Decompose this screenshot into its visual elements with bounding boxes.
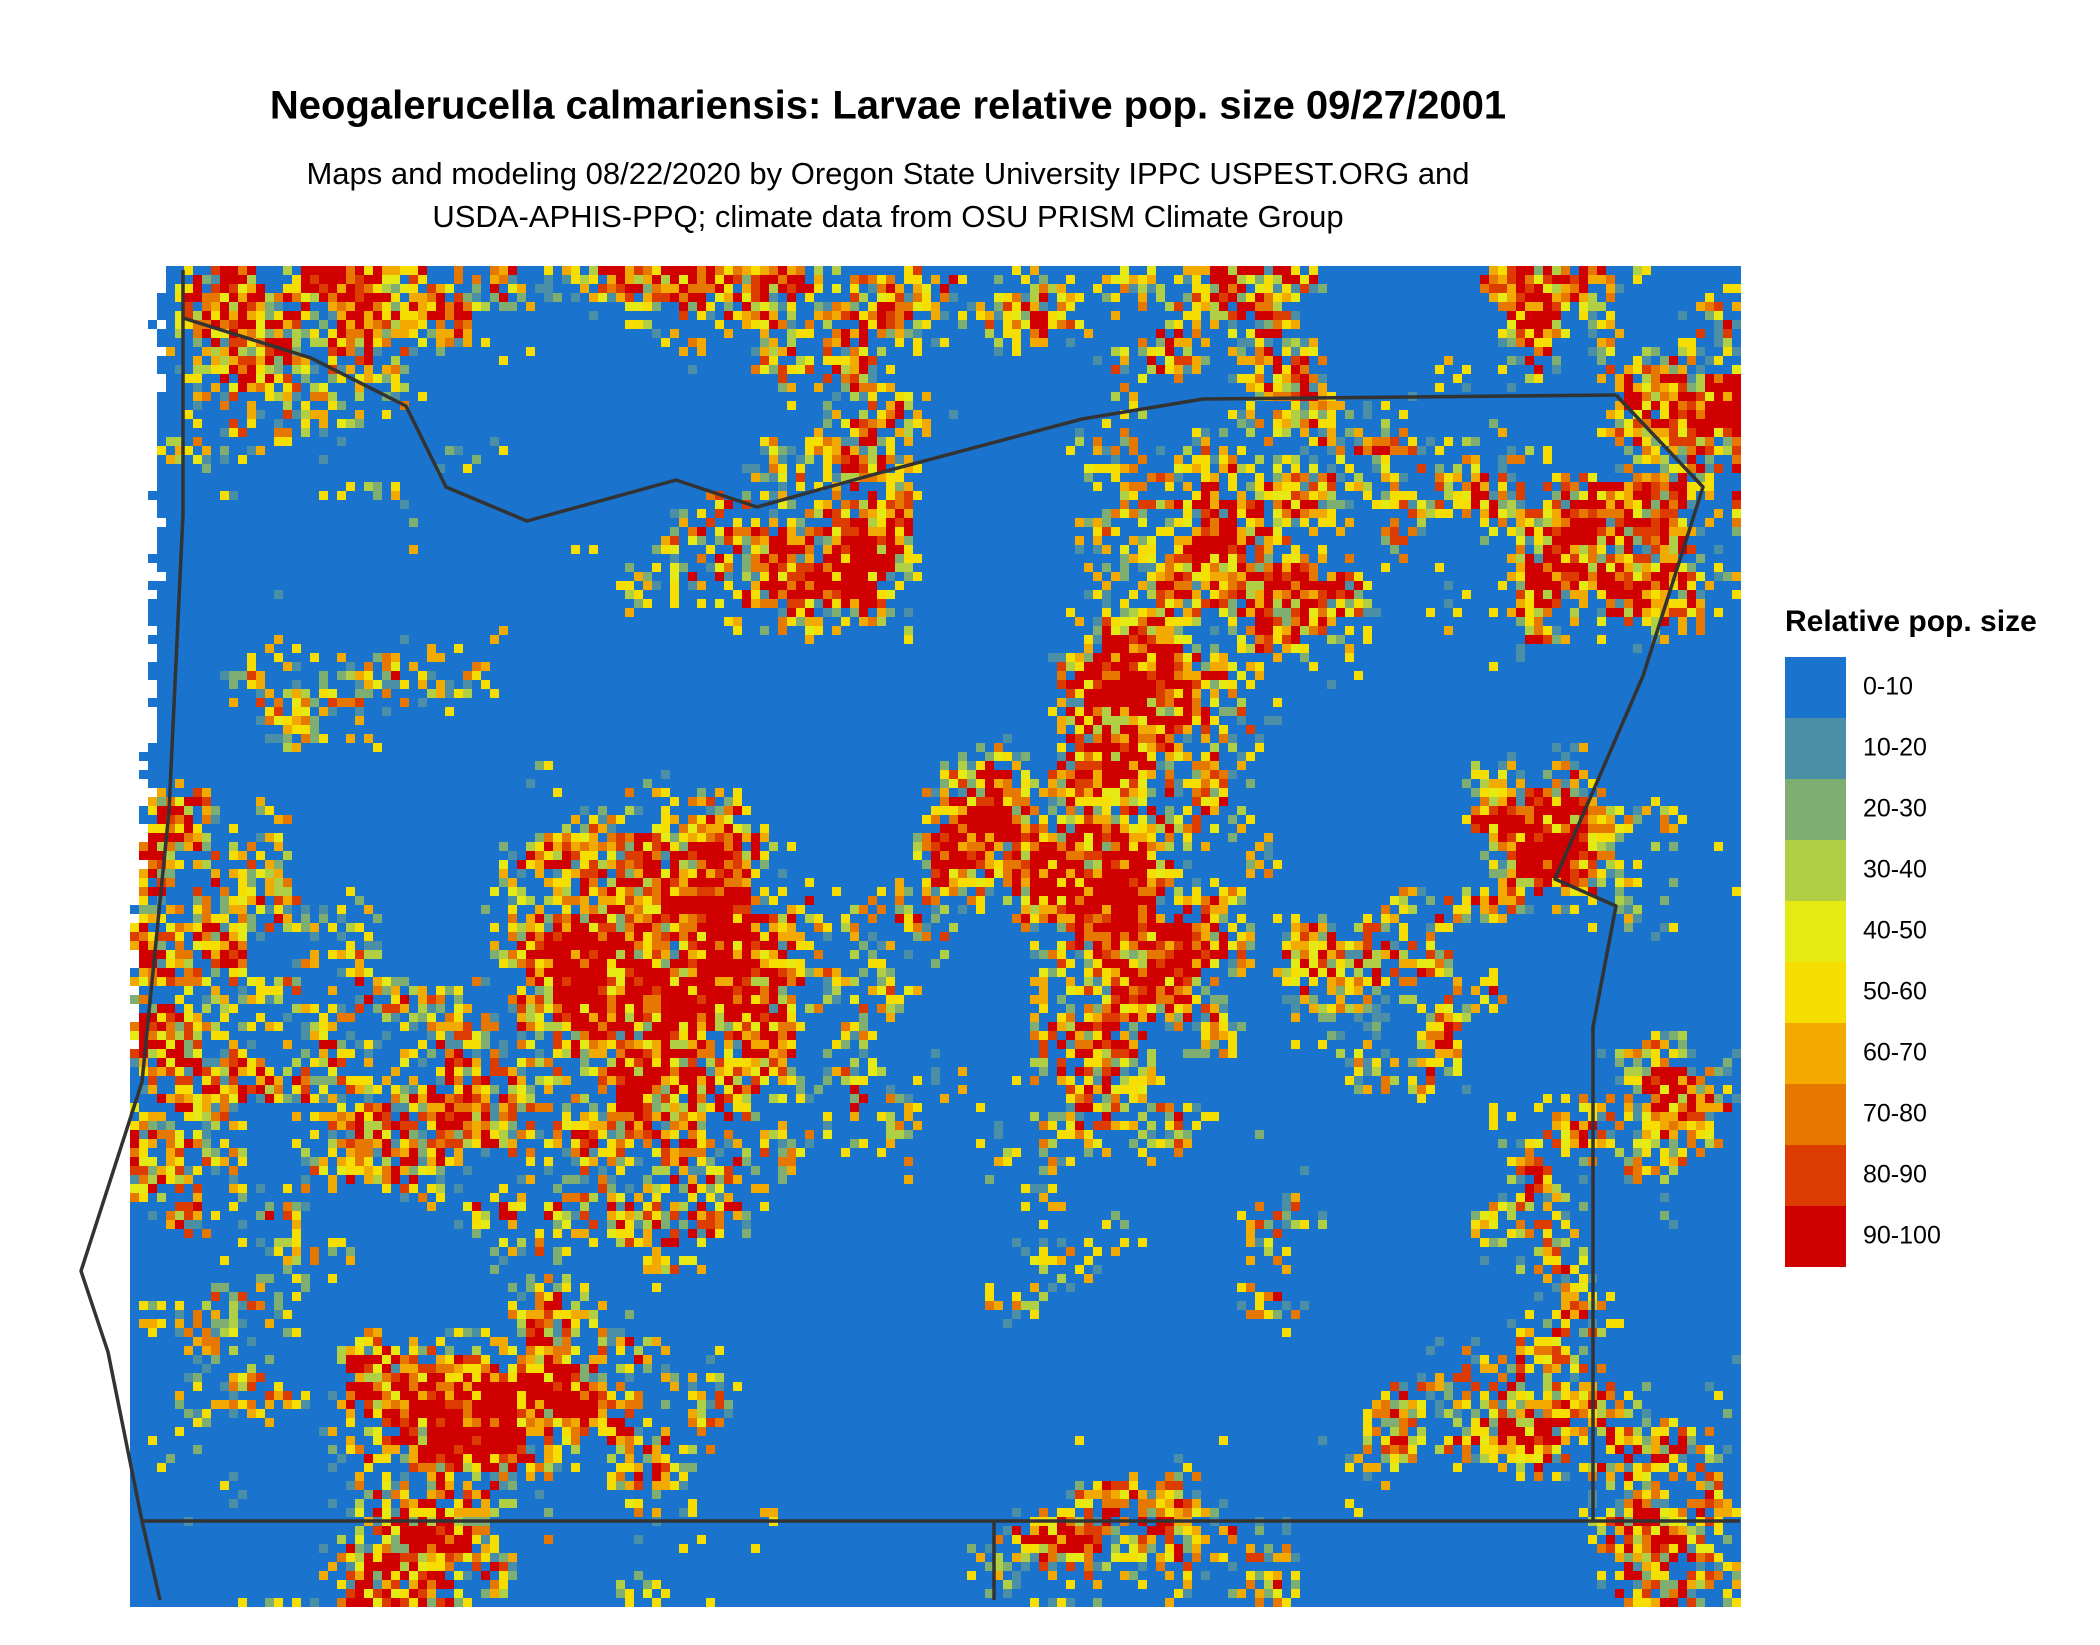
borders	[79, 270, 1740, 1601]
legend-swatch	[1785, 657, 1846, 718]
legend-label: 60-70	[1863, 1039, 1927, 1067]
legend-label: 90-100	[1863, 1222, 1941, 1250]
raster-class	[130, 266, 1741, 1607]
legend-swatch	[1785, 840, 1846, 901]
legend-swatch	[1785, 1206, 1846, 1267]
legend-title: Relative pop. size	[1785, 605, 2037, 638]
legend-label: 50-60	[1863, 978, 1927, 1006]
legend-label: 30-40	[1863, 856, 1927, 884]
legend-swatch	[1785, 1084, 1846, 1145]
legend-swatch	[1785, 1023, 1846, 1084]
raster-class	[130, 266, 1741, 1607]
legend-swatch	[1785, 962, 1846, 1023]
coastline	[79, 270, 185, 1601]
raster	[130, 266, 1741, 1607]
legend-swatch	[1785, 901, 1846, 962]
legend-label: 40-50	[1863, 917, 1927, 945]
state-border	[1553, 393, 1705, 1521]
legend-label: 10-20	[1863, 734, 1927, 762]
legend-swatch	[1785, 718, 1846, 779]
legend-swatch	[1785, 779, 1846, 840]
legend-label: 20-30	[1863, 795, 1927, 823]
legend-label: 80-90	[1863, 1161, 1927, 1189]
state-border	[182, 316, 1617, 523]
legend-swatch	[1785, 1145, 1846, 1206]
raster-class	[130, 266, 1741, 1607]
legend-label: 70-80	[1863, 1100, 1927, 1128]
map-title: Neogalerucella calmariensis: Larvae rela…	[270, 84, 1506, 128]
legend: 0-10 10-20 20-30 30-40 40-50 50-60 60-70 70-80 8…	[1785, 657, 1941, 1267]
legend-label: 0-10	[1863, 673, 1913, 701]
map-subtitle: USDA-APHIS-PPQ; climate data from OSU PR…	[432, 199, 1343, 234]
map-subtitle: Maps and modeling 08/22/2020 by Oregon S…	[306, 156, 1469, 191]
